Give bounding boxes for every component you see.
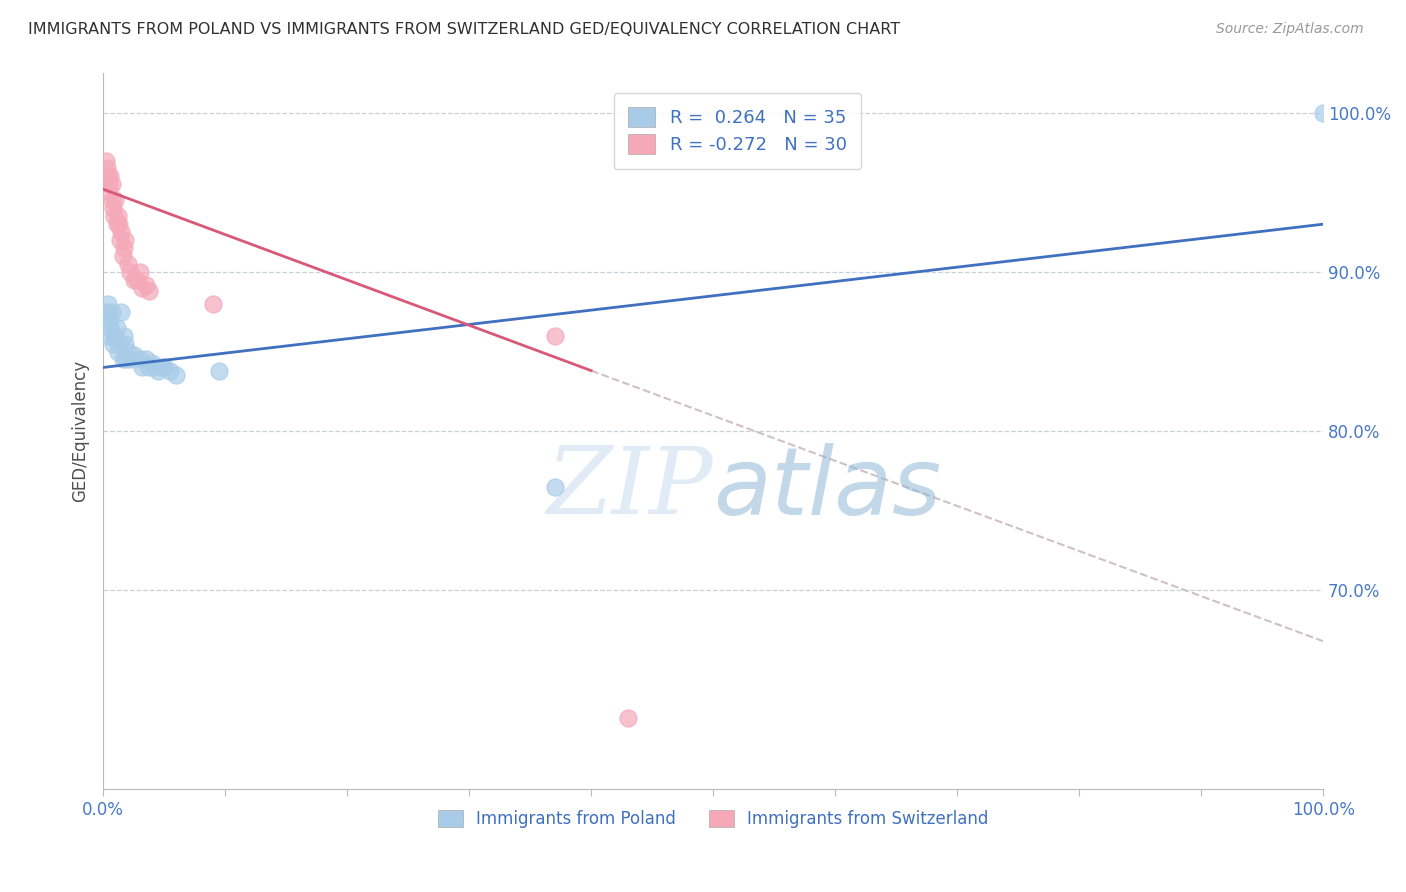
Point: [101, 201, 124, 215]
Point: [112, 328, 135, 343]
Point: [98, 178, 121, 192]
Point: [138, 360, 160, 375]
Point: [153, 360, 176, 375]
Point: [111, 249, 134, 263]
Point: [128, 265, 150, 279]
Point: [131, 281, 153, 295]
Point: [103, 209, 125, 223]
Point: [616, 710, 638, 724]
Point: [96, 161, 118, 176]
Point: [1312, 105, 1334, 120]
Y-axis label: GED/Equivalency: GED/Equivalency: [72, 360, 89, 502]
Point: [107, 344, 129, 359]
Point: [208, 363, 231, 377]
Point: [108, 233, 131, 247]
Point: [141, 356, 163, 370]
Point: [118, 352, 141, 367]
Point: [127, 273, 149, 287]
Point: [114, 336, 136, 351]
Point: [110, 225, 132, 239]
Point: [100, 304, 122, 318]
Point: [111, 352, 134, 367]
Point: [118, 265, 141, 279]
Point: [100, 312, 122, 326]
Point: [107, 209, 129, 223]
Point: [117, 257, 139, 271]
Point: [96, 304, 118, 318]
Point: [128, 352, 150, 367]
Text: Source: ZipAtlas.com: Source: ZipAtlas.com: [1216, 22, 1364, 37]
Point: [105, 320, 128, 334]
Point: [97, 297, 120, 311]
Point: [101, 336, 124, 351]
Point: [146, 363, 169, 377]
Text: atlas: atlas: [713, 443, 942, 534]
Point: [138, 284, 160, 298]
Point: [104, 194, 127, 208]
Point: [122, 348, 145, 362]
Point: [117, 344, 139, 359]
Point: [543, 480, 565, 494]
Point: [131, 360, 153, 375]
Point: [104, 332, 127, 346]
Point: [103, 328, 125, 343]
Point: [105, 217, 128, 231]
Point: [108, 336, 131, 351]
Point: [97, 169, 120, 184]
Point: [110, 304, 132, 318]
Point: [97, 312, 120, 326]
Text: ZIP: ZIP: [547, 443, 713, 533]
Legend: Immigrants from Poland, Immigrants from Switzerland: Immigrants from Poland, Immigrants from …: [430, 803, 995, 835]
Point: [108, 217, 131, 231]
Point: [114, 233, 136, 247]
Point: [98, 186, 121, 200]
Point: [112, 241, 135, 255]
Point: [94, 153, 117, 168]
Text: IMMIGRANTS FROM POLAND VS IMMIGRANTS FROM SWITZERLAND GED/EQUIVALENCY CORRELATIO: IMMIGRANTS FROM POLAND VS IMMIGRANTS FRO…: [28, 22, 900, 37]
Point: [143, 360, 166, 375]
Point: [201, 297, 224, 311]
Point: [543, 328, 565, 343]
Point: [150, 360, 173, 375]
Point: [100, 194, 122, 208]
Point: [135, 277, 157, 292]
Point: [100, 169, 122, 184]
Point: [100, 178, 122, 192]
Point: [159, 363, 181, 377]
Point: [115, 352, 138, 367]
Point: [135, 352, 157, 367]
Point: [165, 368, 187, 383]
Point: [98, 328, 121, 343]
Point: [122, 273, 145, 287]
Point: [100, 320, 122, 334]
